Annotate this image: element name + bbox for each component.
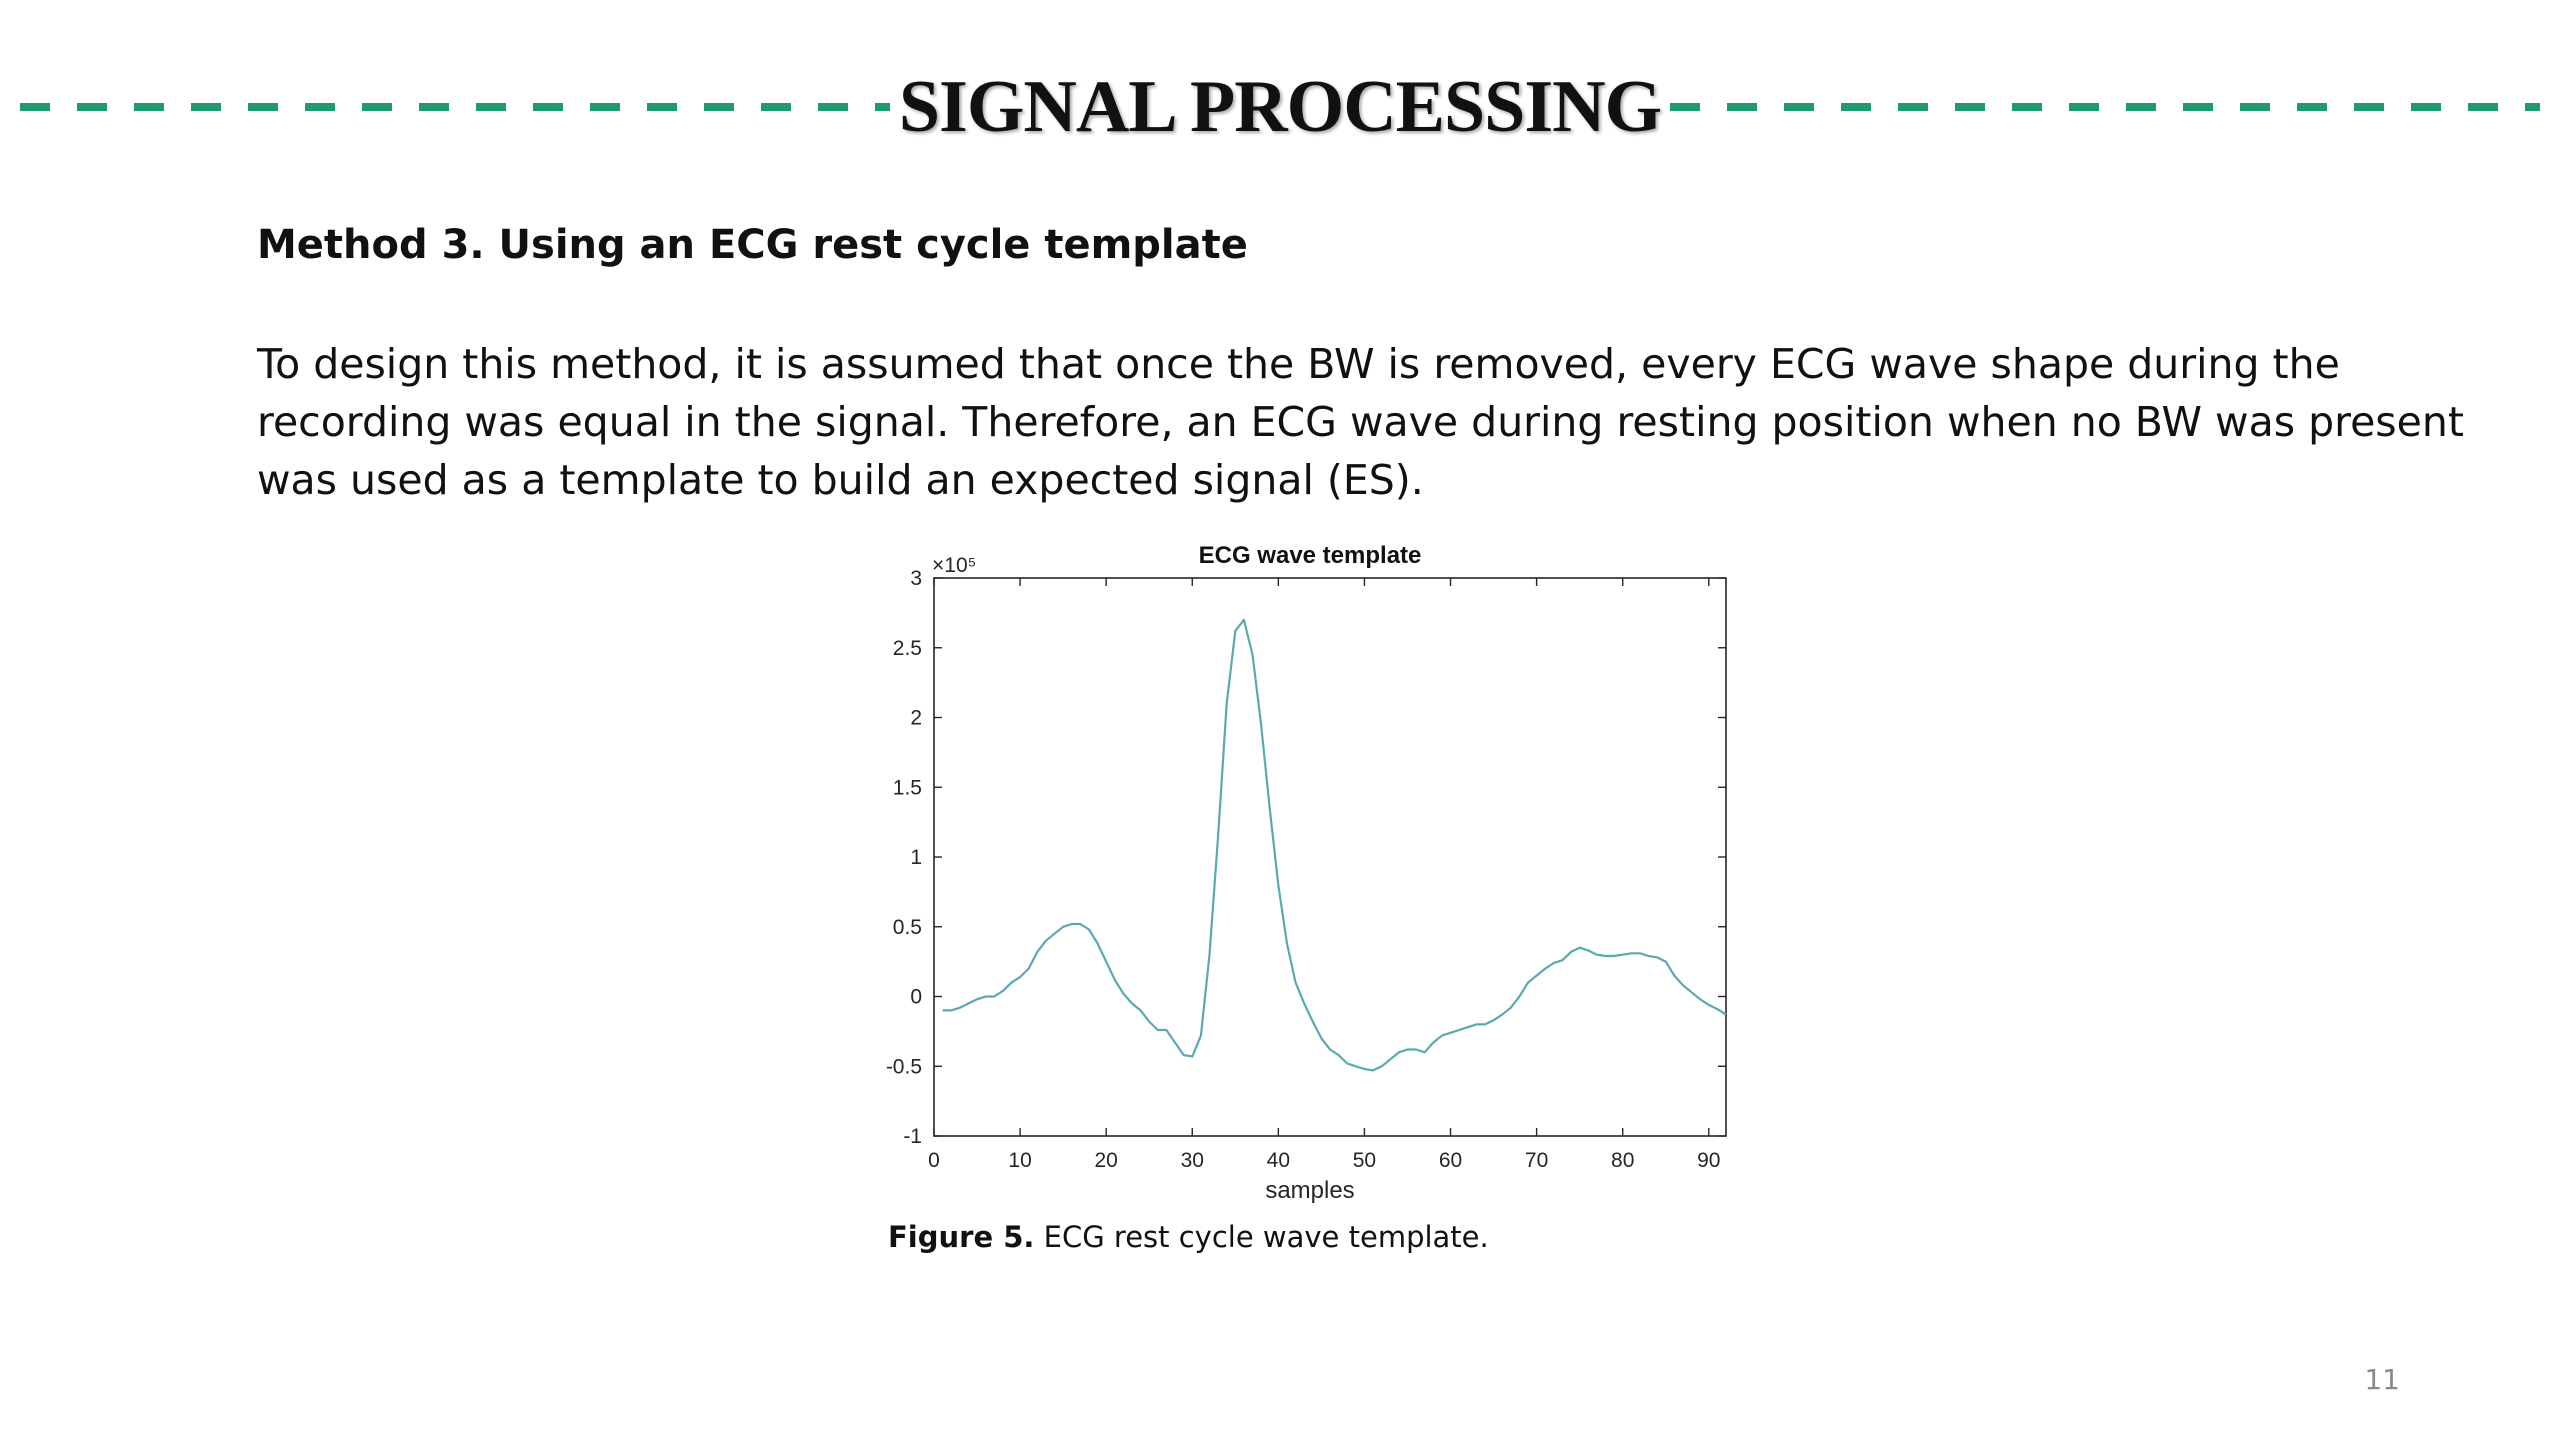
x-tick-label: 40 bbox=[1267, 1149, 1290, 1172]
header-dashed-line-right bbox=[1670, 103, 2540, 111]
ecg-chart: ECG wave template ×10⁵ 0 10 20 30 40 50 60 70 80… bbox=[886, 542, 1727, 1204]
axis-ticks: 0 10 20 30 40 50 60 70 80 90 -1 -0.5 0 0.5 1 1.5 2 2.5 3 bbox=[886, 567, 1726, 1172]
x-tick-label: 10 bbox=[1008, 1149, 1031, 1172]
x-tick-label: 30 bbox=[1181, 1149, 1204, 1172]
figure: ECG wave template ×10⁵ 0 10 20 30 40 50 60 70 80… bbox=[840, 540, 1740, 1240]
x-tick-label: 80 bbox=[1611, 1149, 1634, 1172]
y-axis-multiplier: ×10⁵ bbox=[932, 554, 976, 577]
y-tick-label: 0 bbox=[910, 986, 922, 1009]
slide-title: SIGNAL PROCESSING bbox=[898, 66, 1662, 148]
y-tick-label: 2.5 bbox=[893, 637, 922, 660]
page-number: 11 bbox=[2364, 1363, 2400, 1396]
y-tick-label: -0.5 bbox=[886, 1055, 922, 1078]
method-heading: Method 3. Using an ECG rest cycle templa… bbox=[257, 222, 1248, 268]
y-tick-label: 3 bbox=[910, 567, 922, 590]
x-tick-label: 50 bbox=[1353, 1149, 1376, 1172]
chart-title: ECG wave template bbox=[1199, 542, 1422, 569]
y-tick-label: 1 bbox=[910, 846, 922, 869]
y-tick-label: 2 bbox=[910, 707, 922, 730]
x-axis-label: samples bbox=[1265, 1177, 1354, 1204]
x-tick-label: 70 bbox=[1525, 1149, 1548, 1172]
header-dashed-line-left bbox=[20, 103, 890, 111]
y-tick-label: 1.5 bbox=[893, 776, 922, 799]
x-tick-label: 20 bbox=[1094, 1149, 1117, 1172]
caption-label: Figure 5. bbox=[888, 1220, 1035, 1254]
x-tick-label: 60 bbox=[1439, 1149, 1462, 1172]
body-paragraph: To design this method, it is assumed tha… bbox=[257, 340, 2464, 504]
x-tick-label: 0 bbox=[928, 1149, 940, 1172]
x-tick-label: 90 bbox=[1697, 1149, 1720, 1172]
plot-frame bbox=[933, 577, 1727, 1137]
caption-text: ECG rest cycle wave template. bbox=[1034, 1220, 1489, 1254]
y-tick-label: -1 bbox=[903, 1125, 922, 1148]
figure-caption: Figure 5. ECG rest cycle wave template. bbox=[888, 1220, 1489, 1254]
series-line-ecg bbox=[942, 618, 1727, 1072]
y-tick-label: 0.5 bbox=[893, 916, 922, 939]
